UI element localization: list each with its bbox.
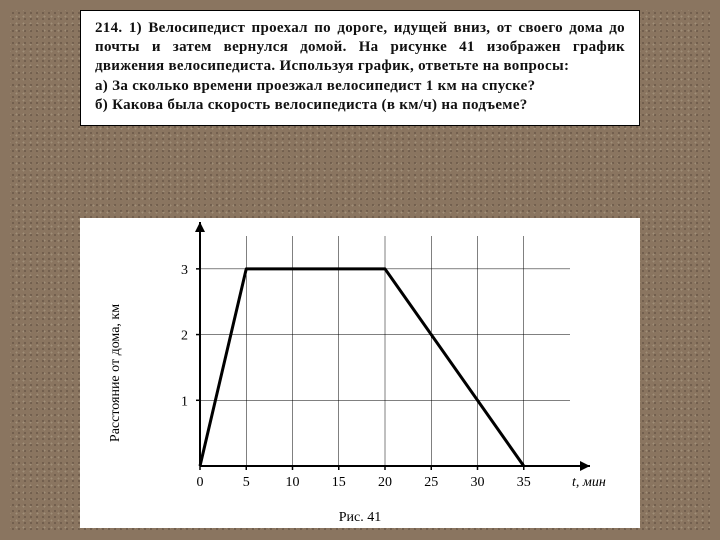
line-chart: 0 5 10 15 20 25 30 35 1 2 3 t, мин	[80, 218, 640, 508]
svg-text:5: 5	[243, 475, 250, 490]
problem-text-card: 214. 1) Велосипедист проехал по дороге, …	[80, 10, 640, 126]
chart-card: Расстояние от дома, км 0 5 10 15 20 25 30 35 1 2 3…	[80, 218, 640, 528]
svg-text:35: 35	[517, 475, 531, 490]
y-axis-label: Расстояние от дома, км	[108, 304, 124, 442]
problem-question-b: б) Какова была скорость велосипедиста (в…	[95, 97, 528, 113]
problem-question-a: а) За сколько времени проезжал велосипед…	[95, 78, 535, 94]
figure-caption: Рис. 41	[339, 510, 382, 526]
problem-text: 214. 1) Велосипедист проехал по дороге, …	[95, 19, 625, 115]
svg-text:1: 1	[181, 394, 188, 409]
problem-number: 214.	[95, 20, 122, 36]
svg-text:15: 15	[332, 475, 346, 490]
outer-frame: 214. 1) Велосипедист проехал по дороге, …	[0, 0, 720, 540]
svg-text:t, мин: t, мин	[572, 475, 606, 490]
svg-text:0: 0	[197, 475, 204, 490]
svg-text:10: 10	[286, 475, 300, 490]
svg-text:2: 2	[181, 329, 188, 344]
chart-inner: Расстояние от дома, км 0 5 10 15 20 25 30 35 1 2 3…	[80, 218, 640, 528]
problem-intro: 1) Велосипедист проехал по дороге, идуще…	[95, 20, 625, 74]
svg-text:20: 20	[378, 475, 392, 490]
svg-text:25: 25	[424, 475, 438, 490]
svg-text:3: 3	[181, 263, 188, 278]
svg-text:30: 30	[471, 475, 485, 490]
